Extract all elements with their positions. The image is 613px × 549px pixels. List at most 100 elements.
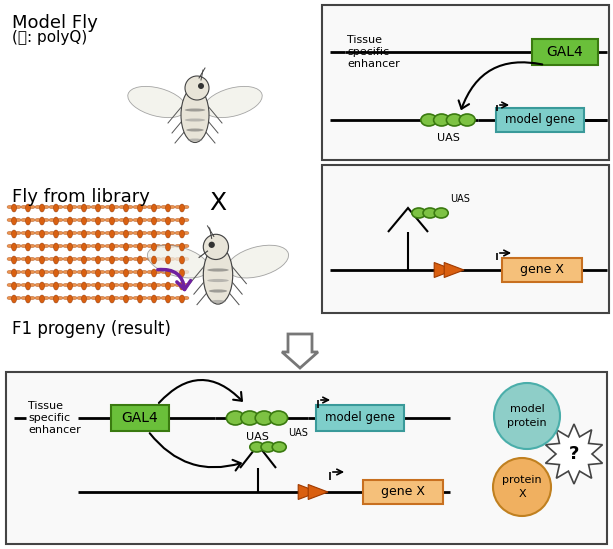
Text: model
protein: model protein [507, 405, 547, 428]
Ellipse shape [423, 208, 437, 218]
Ellipse shape [82, 204, 86, 212]
Ellipse shape [180, 217, 185, 225]
Ellipse shape [183, 219, 189, 222]
Ellipse shape [35, 283, 41, 287]
Ellipse shape [147, 231, 153, 235]
Ellipse shape [35, 296, 41, 300]
Ellipse shape [71, 283, 77, 287]
Ellipse shape [67, 204, 72, 212]
Text: Fly from library: Fly from library [12, 188, 150, 206]
Ellipse shape [210, 300, 226, 303]
Ellipse shape [250, 442, 264, 452]
Ellipse shape [53, 217, 58, 225]
Ellipse shape [166, 295, 170, 303]
Ellipse shape [82, 230, 86, 238]
Ellipse shape [155, 244, 161, 248]
Ellipse shape [141, 219, 147, 222]
Ellipse shape [169, 231, 175, 235]
Ellipse shape [15, 231, 21, 235]
Ellipse shape [35, 219, 41, 222]
Ellipse shape [7, 231, 13, 235]
Ellipse shape [204, 247, 233, 304]
Ellipse shape [15, 283, 21, 287]
Ellipse shape [43, 257, 49, 261]
Ellipse shape [133, 231, 139, 235]
Ellipse shape [99, 296, 105, 300]
Ellipse shape [39, 256, 45, 264]
Ellipse shape [185, 109, 205, 111]
Text: protein
X: protein X [502, 475, 542, 498]
Ellipse shape [127, 270, 133, 274]
Ellipse shape [137, 269, 142, 277]
Ellipse shape [15, 270, 21, 274]
Ellipse shape [35, 257, 41, 261]
Ellipse shape [272, 442, 286, 452]
Ellipse shape [26, 269, 31, 277]
Ellipse shape [137, 204, 142, 212]
Ellipse shape [26, 230, 31, 238]
Ellipse shape [180, 269, 185, 277]
Ellipse shape [175, 219, 181, 222]
Ellipse shape [105, 219, 111, 222]
Ellipse shape [21, 283, 27, 287]
Ellipse shape [12, 256, 17, 264]
Ellipse shape [119, 257, 125, 261]
Ellipse shape [7, 205, 13, 209]
Ellipse shape [21, 244, 27, 248]
Ellipse shape [71, 205, 77, 209]
FancyArrowPatch shape [459, 62, 543, 109]
Ellipse shape [85, 283, 91, 287]
Ellipse shape [39, 269, 45, 277]
Ellipse shape [127, 231, 133, 235]
Ellipse shape [63, 270, 69, 274]
Ellipse shape [57, 270, 63, 274]
Ellipse shape [183, 270, 189, 274]
Ellipse shape [141, 205, 147, 209]
Circle shape [494, 383, 560, 449]
Circle shape [185, 76, 209, 100]
Ellipse shape [137, 256, 142, 264]
Ellipse shape [226, 411, 245, 425]
Ellipse shape [113, 205, 119, 209]
Ellipse shape [161, 296, 167, 300]
Ellipse shape [85, 270, 91, 274]
Ellipse shape [91, 244, 97, 248]
Ellipse shape [82, 256, 86, 264]
Ellipse shape [169, 257, 175, 261]
Ellipse shape [119, 205, 125, 209]
Ellipse shape [183, 231, 189, 235]
Ellipse shape [181, 87, 209, 143]
Ellipse shape [183, 205, 189, 209]
Ellipse shape [7, 283, 13, 287]
Ellipse shape [166, 230, 170, 238]
Ellipse shape [151, 269, 156, 277]
Polygon shape [308, 485, 328, 500]
Ellipse shape [105, 296, 111, 300]
Ellipse shape [15, 296, 21, 300]
Ellipse shape [113, 244, 119, 248]
Text: UAS: UAS [288, 428, 308, 438]
Ellipse shape [155, 219, 161, 222]
Ellipse shape [49, 283, 55, 287]
Ellipse shape [110, 230, 115, 238]
Ellipse shape [434, 208, 448, 218]
Ellipse shape [183, 244, 189, 248]
Ellipse shape [113, 296, 119, 300]
Bar [322, 5, 609, 160]
Ellipse shape [26, 243, 31, 251]
Ellipse shape [82, 217, 86, 225]
Ellipse shape [141, 257, 147, 261]
Ellipse shape [151, 256, 156, 264]
Ellipse shape [183, 283, 189, 287]
Ellipse shape [77, 257, 83, 261]
Ellipse shape [49, 270, 55, 274]
Ellipse shape [175, 296, 181, 300]
Ellipse shape [183, 257, 189, 261]
Ellipse shape [63, 283, 69, 287]
Ellipse shape [96, 204, 101, 212]
Ellipse shape [39, 217, 45, 225]
Ellipse shape [77, 283, 83, 287]
Ellipse shape [119, 270, 125, 274]
Ellipse shape [85, 205, 91, 209]
Ellipse shape [180, 256, 185, 264]
